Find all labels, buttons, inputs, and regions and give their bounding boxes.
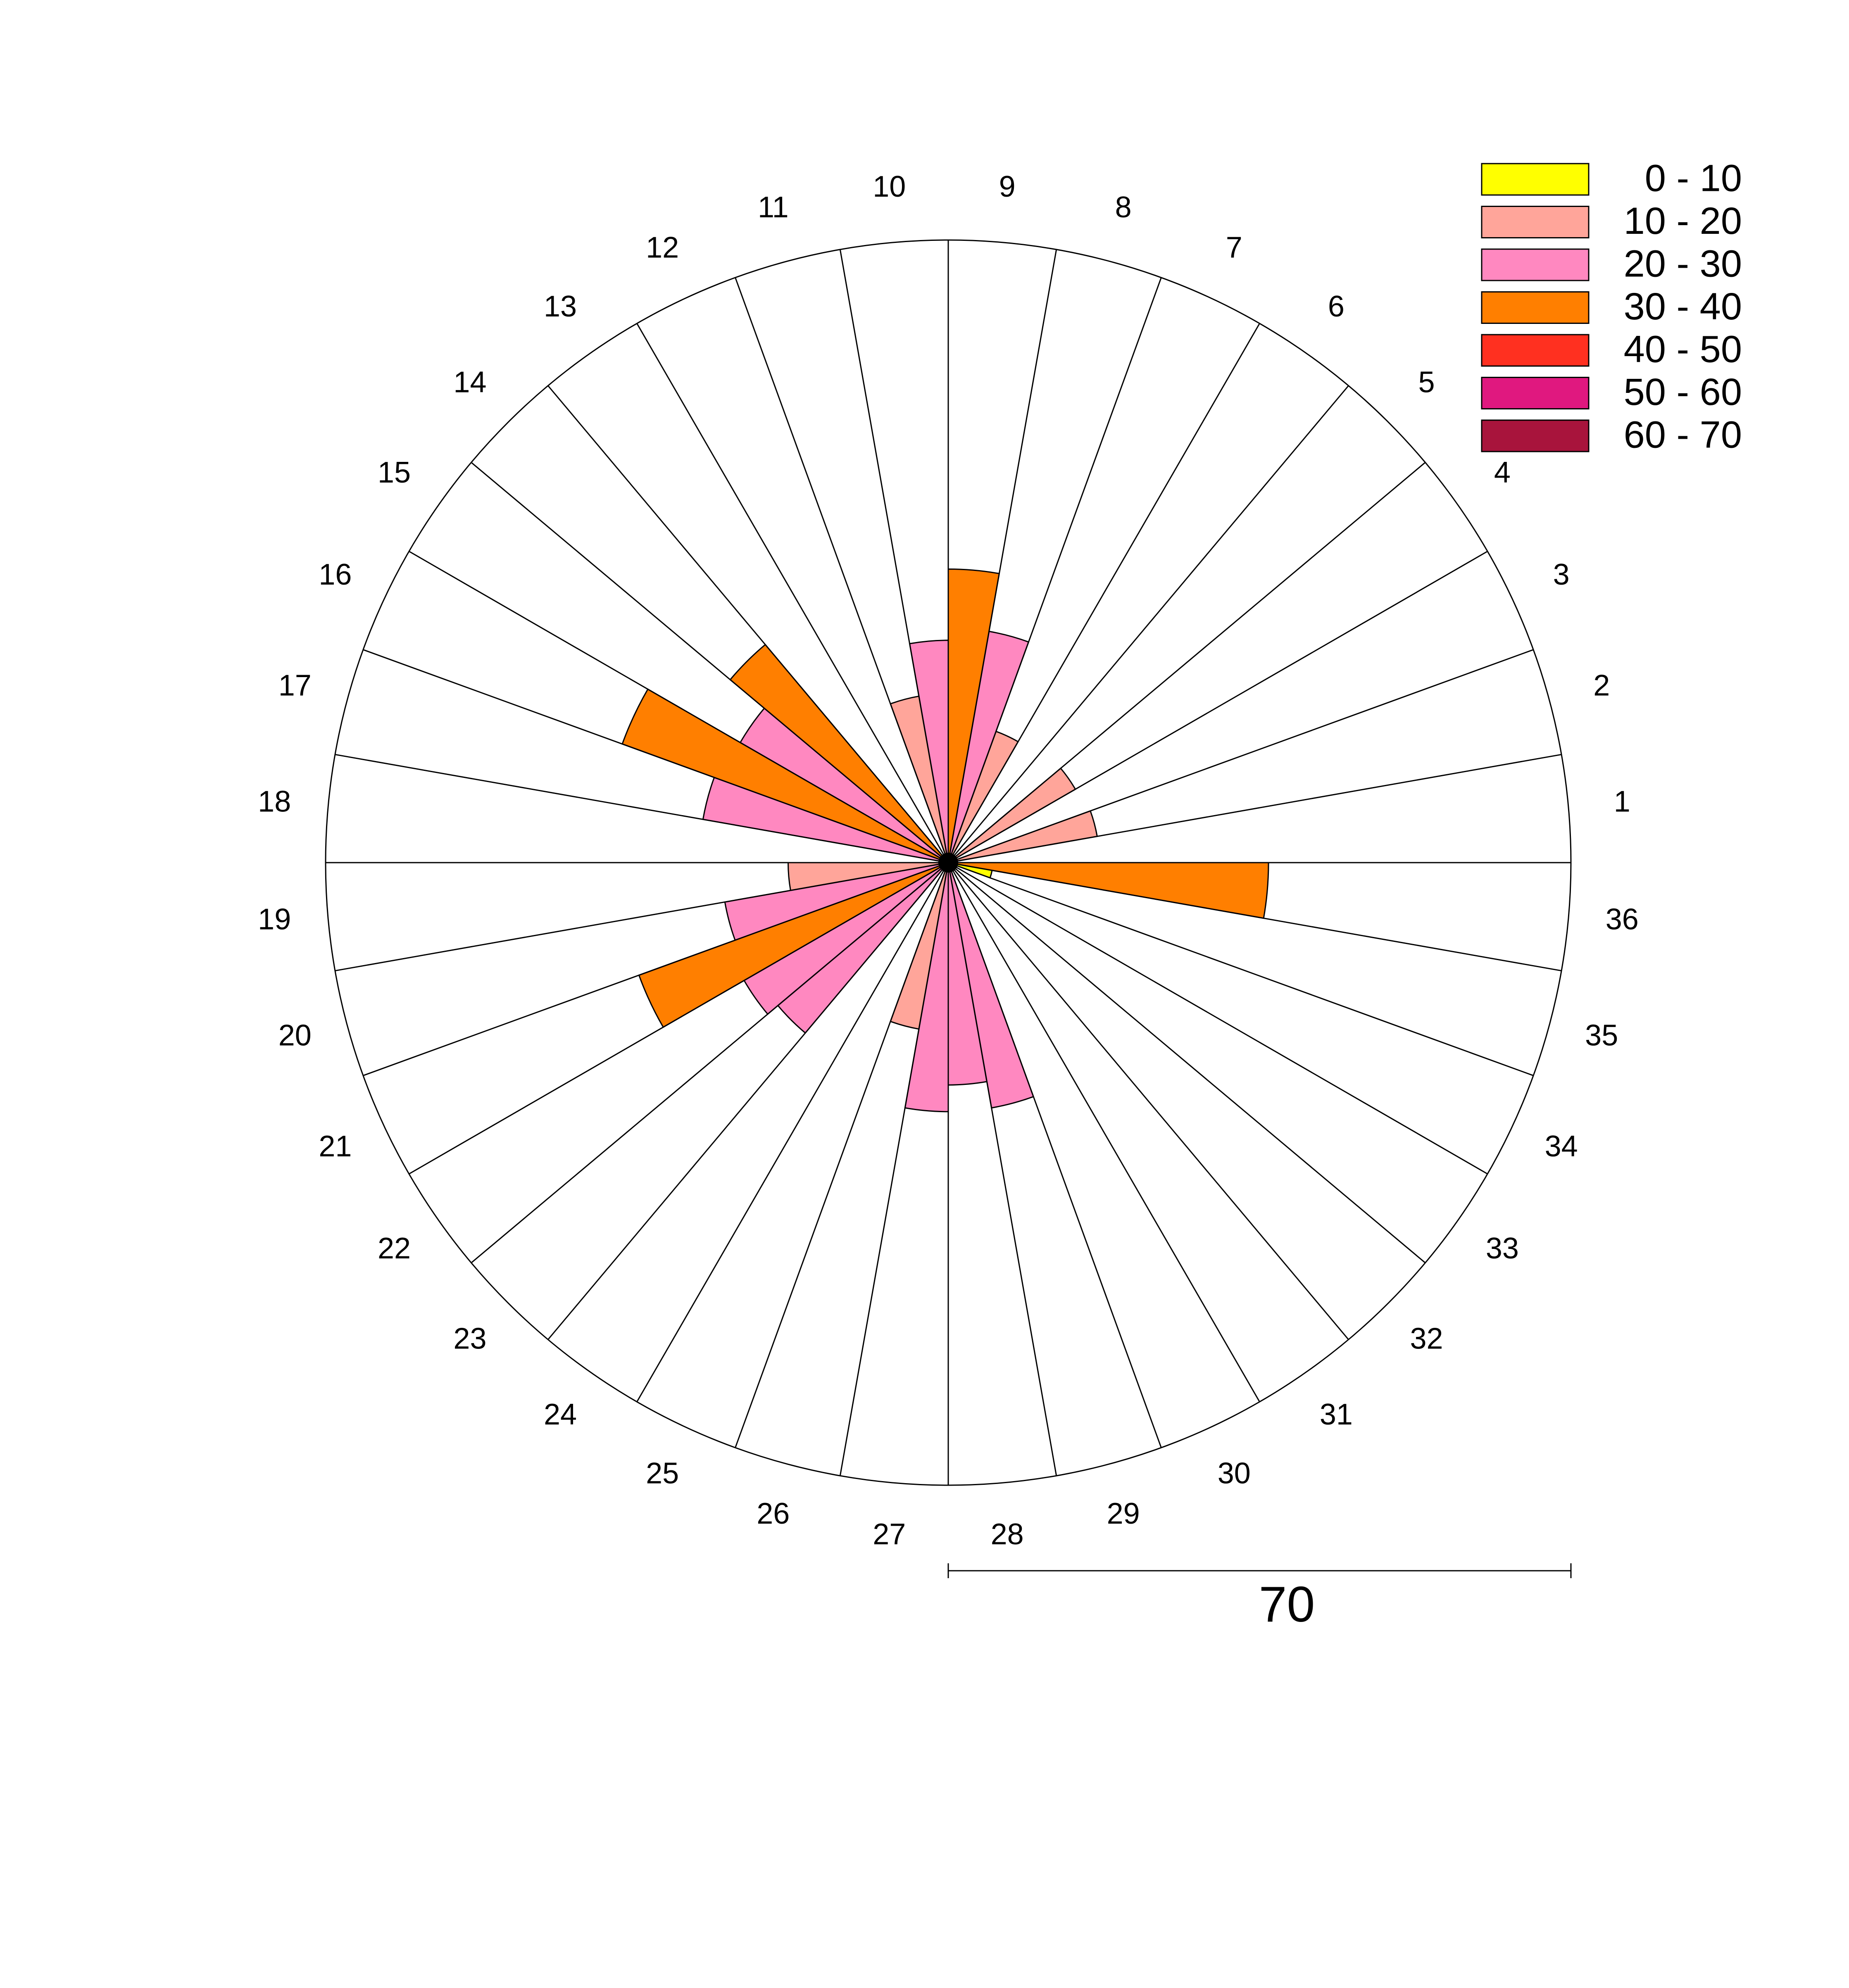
spoke bbox=[948, 862, 1426, 1263]
spoke bbox=[409, 862, 949, 1175]
spoke bbox=[948, 862, 1534, 1076]
sector-label: 23 bbox=[453, 1322, 486, 1355]
sector-label: 2 bbox=[1593, 669, 1610, 702]
sector-label: 12 bbox=[646, 231, 679, 264]
legend-swatch bbox=[1481, 419, 1590, 452]
sector-label: 14 bbox=[453, 366, 486, 399]
sector-label: 20 bbox=[278, 1019, 312, 1052]
sector-label: 25 bbox=[646, 1457, 679, 1490]
sector-label: 11 bbox=[758, 191, 789, 224]
sector-label: 26 bbox=[757, 1497, 790, 1530]
legend-swatch bbox=[1481, 248, 1590, 281]
sector-label: 22 bbox=[378, 1232, 411, 1265]
sector-label: 4 bbox=[1494, 456, 1511, 489]
spoke bbox=[636, 323, 949, 863]
spoke bbox=[948, 862, 1562, 972]
sector-label: 36 bbox=[1606, 903, 1639, 936]
spoke bbox=[947, 323, 1260, 863]
spoke bbox=[948, 462, 1426, 863]
sector-label: 16 bbox=[319, 558, 352, 591]
sector-label: 18 bbox=[258, 785, 291, 818]
spoke bbox=[947, 385, 1349, 863]
spoke bbox=[948, 754, 1562, 863]
sector-label: 1 bbox=[1614, 785, 1630, 818]
sector-label: 8 bbox=[1115, 191, 1132, 224]
sector-label: 6 bbox=[1328, 290, 1345, 323]
center-dot bbox=[938, 853, 958, 873]
sector-label: 3 bbox=[1553, 558, 1570, 591]
spoke bbox=[947, 277, 1162, 863]
sector-label: 5 bbox=[1418, 366, 1435, 399]
sector-label: 28 bbox=[991, 1518, 1024, 1551]
legend-swatch bbox=[1481, 291, 1590, 324]
spoke bbox=[947, 249, 1057, 863]
sector-label: 30 bbox=[1218, 1457, 1251, 1490]
spoke bbox=[335, 754, 949, 863]
sector-label: 7 bbox=[1226, 231, 1242, 264]
spoke bbox=[363, 862, 949, 1076]
spoke bbox=[409, 551, 949, 863]
sector-label: 29 bbox=[1107, 1497, 1140, 1530]
sector-label: 35 bbox=[1585, 1019, 1618, 1052]
legend-swatch bbox=[1481, 377, 1590, 409]
legend-label: 0 - 10 bbox=[1645, 157, 1742, 199]
spoke bbox=[947, 862, 1057, 1476]
legend-swatch bbox=[1481, 206, 1590, 238]
spoke bbox=[471, 462, 949, 863]
sector-label: 21 bbox=[319, 1130, 352, 1163]
spoke bbox=[839, 862, 949, 1476]
legend-label: 20 - 30 bbox=[1624, 243, 1742, 285]
legend-swatch bbox=[1481, 334, 1590, 367]
spoke bbox=[839, 249, 949, 863]
sector-label: 9 bbox=[999, 170, 1016, 203]
legend-swatch bbox=[1481, 163, 1590, 196]
sector-label: 19 bbox=[258, 903, 291, 936]
sector-label: 24 bbox=[544, 1398, 577, 1431]
spoke bbox=[363, 649, 949, 863]
legend-label: 10 - 20 bbox=[1624, 200, 1742, 242]
outer-circle bbox=[325, 239, 1572, 1486]
spoke bbox=[471, 862, 949, 1263]
legend-label: 50 - 60 bbox=[1624, 371, 1742, 413]
sector-label: 17 bbox=[278, 669, 312, 702]
sector-label: 32 bbox=[1410, 1322, 1443, 1355]
spoke bbox=[947, 862, 1162, 1448]
legend-label: 60 - 70 bbox=[1624, 414, 1742, 456]
legend-label: 30 - 40 bbox=[1624, 285, 1742, 328]
spoke bbox=[335, 862, 949, 972]
spoke bbox=[948, 862, 1488, 1175]
sector-label: 34 bbox=[1545, 1130, 1578, 1163]
spoke bbox=[948, 551, 1488, 863]
spoke bbox=[947, 862, 1349, 1340]
spoke bbox=[947, 862, 1260, 1402]
spoke bbox=[547, 385, 949, 863]
sector-label: 33 bbox=[1486, 1232, 1519, 1265]
sector-label: 31 bbox=[1320, 1398, 1353, 1431]
sector-label: 13 bbox=[544, 290, 577, 323]
scale-label: 70 bbox=[1259, 1576, 1315, 1632]
spoke bbox=[735, 277, 949, 863]
legend-label: 40 - 50 bbox=[1624, 328, 1742, 370]
spoke bbox=[735, 862, 949, 1448]
spoke bbox=[948, 649, 1534, 863]
sector-label: 15 bbox=[378, 456, 411, 489]
spoke bbox=[547, 862, 949, 1340]
spoke bbox=[636, 862, 949, 1402]
sector-label: 10 bbox=[873, 170, 906, 203]
sector-label: 27 bbox=[873, 1518, 906, 1551]
